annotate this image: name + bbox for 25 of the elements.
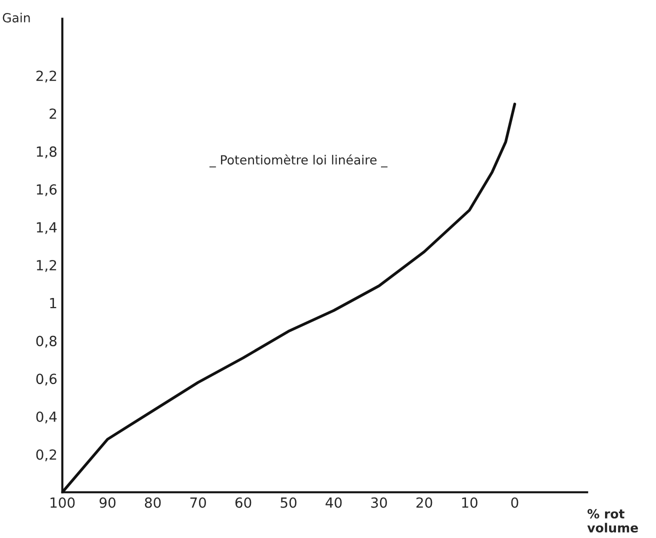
y-tick-label: 1: [50, 298, 56, 308]
y-tick-label: 1,4: [36, 222, 57, 234]
x-tick-label: 90: [100, 497, 116, 508]
x-tick-label: 70: [190, 497, 206, 508]
annotation: _ Potentiomètre loi linéaire _: [209, 154, 388, 168]
y-tick-label: 0,6: [36, 374, 57, 386]
x-tick-label: 80: [144, 497, 161, 508]
y-tick-label: 1,2: [36, 260, 56, 272]
y-tick-label: 1,6: [36, 184, 57, 196]
y-tick-label: 2,2: [36, 70, 56, 83]
y-axis-title: Gain: [2, 12, 30, 22]
x-tick-label: 10: [462, 497, 478, 508]
y-tick-label: 0,4: [36, 411, 57, 424]
y-tick-label: 2: [50, 108, 56, 119]
y-tick-label: 0,8: [36, 336, 57, 348]
x-tick-label: 40: [326, 497, 342, 508]
y-tick-label: 0,2: [36, 449, 56, 462]
x-tick-label: 20: [416, 497, 432, 508]
y-tick-label: 1,8: [36, 146, 57, 158]
x-tick-label: 30: [371, 497, 387, 508]
x-axis-title: % rot volume: [587, 509, 638, 533]
x-tick-label: 0: [511, 497, 518, 508]
x-tick-label: 60: [235, 497, 252, 508]
x-tick-label: 100: [50, 497, 75, 508]
x-tick-label: 50: [280, 497, 296, 508]
